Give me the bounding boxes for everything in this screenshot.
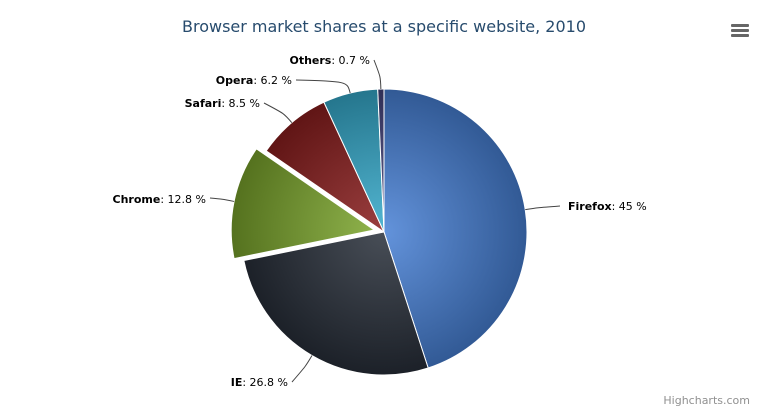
data-label-opera: Opera: 6.2 % bbox=[216, 74, 292, 87]
pie-slice-firefox[interactable] bbox=[383, 88, 528, 369]
data-label-safari: Safari: 8.5 % bbox=[185, 97, 260, 110]
connector-chrome bbox=[209, 197, 235, 202]
chart-title: Browser market shares at a specific webs… bbox=[182, 17, 586, 36]
data-label-others: Others: 0.7 % bbox=[289, 54, 370, 67]
credits-link[interactable]: Highcharts.com bbox=[663, 394, 750, 407]
connector-firefox bbox=[525, 205, 561, 211]
data-label-ie: IE: 26.8 % bbox=[231, 376, 288, 389]
connector-opera bbox=[295, 79, 351, 94]
pie-slice-ie[interactable] bbox=[243, 231, 429, 376]
hamburger-menu-icon[interactable] bbox=[731, 24, 749, 37]
data-label-chrome: Chrome: 12.8 % bbox=[113, 193, 206, 206]
data-label-firefox: Firefox: 45 % bbox=[568, 200, 647, 213]
connector-others bbox=[373, 59, 382, 90]
pie-slice-others[interactable] bbox=[377, 88, 385, 233]
connector-safari bbox=[263, 102, 293, 124]
connector-ie bbox=[291, 355, 313, 383]
